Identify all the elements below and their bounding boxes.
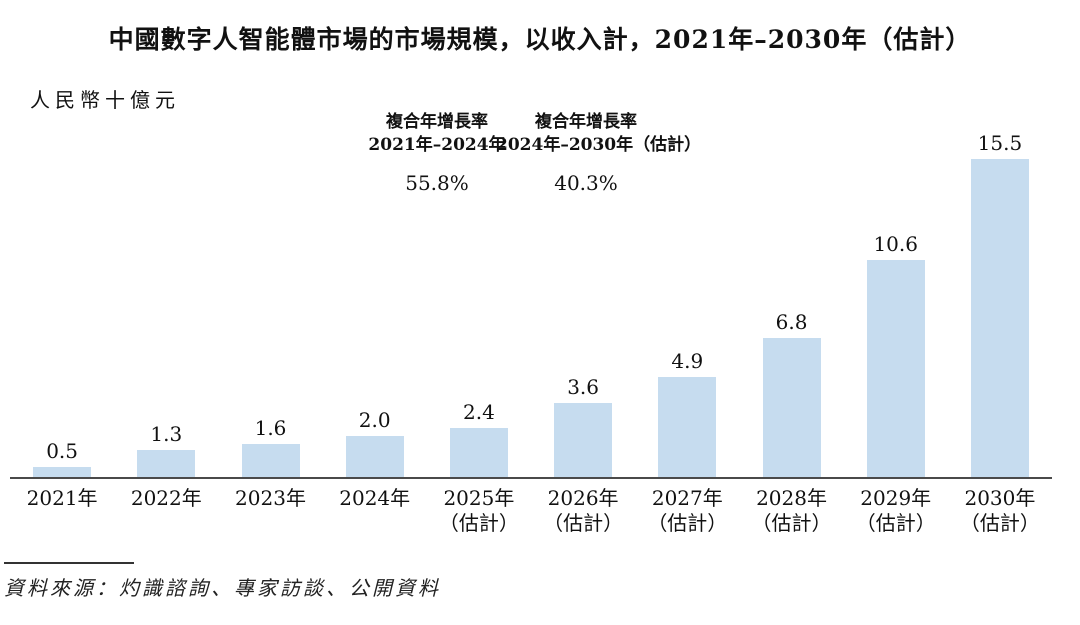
x-axis-label: 2024年	[339, 486, 411, 510]
bar	[762, 338, 821, 477]
x-axis-labels: 2021年 2022年 2023年 2024年 2025年 （估計） 2026年 （估計） 20…	[10, 486, 1052, 536]
bar	[449, 428, 508, 477]
bar-value-label: 1.3	[150, 422, 183, 446]
chart-column: 2.4	[427, 99, 531, 477]
chart-column: 2.0	[323, 99, 427, 477]
chart-title: 中國數字人智能體市場的市場規模，以收入計，2021年–2030年（估計）	[108, 25, 972, 54]
bar	[554, 403, 613, 477]
cagr-value: 40.3%	[554, 171, 618, 195]
cagr-annotation-2021-2024: 複合年增長率 2021年–2024年 55.8%	[358, 111, 516, 195]
x-axis-label: 2027年 （估計）	[647, 486, 728, 535]
bar-value-label: 3.6	[567, 375, 600, 399]
chart-column: 0.5	[10, 99, 114, 477]
bar-value-label: 15.5	[977, 131, 1023, 155]
chart-column: 3.6	[531, 99, 635, 477]
x-axis-label: 2023年	[235, 486, 306, 510]
bar	[241, 444, 300, 477]
cagr-value: 55.8%	[405, 171, 469, 195]
bar	[345, 436, 404, 477]
y-axis-unit-label: 人民幣十億元	[30, 88, 180, 112]
bar	[970, 159, 1029, 477]
chart-column: 6.8	[739, 99, 843, 477]
chart-column: 15.5	[948, 99, 1052, 477]
bar-value-label: 2.4	[463, 400, 495, 424]
x-axis-label: 2026年 （估計）	[543, 486, 624, 535]
x-axis-label: 2029年 （估計）	[855, 486, 936, 535]
chart-column: 1.6	[218, 99, 322, 477]
bar	[866, 260, 925, 477]
bar	[658, 377, 717, 477]
x-axis-label: 2022年	[130, 486, 202, 510]
x-axis-label: 2028年 （估計）	[751, 486, 832, 535]
bar-value-label: 10.6	[873, 232, 918, 256]
chart-column: 4.9	[635, 99, 739, 477]
bar-value-label: 4.9	[671, 349, 704, 373]
bar	[137, 450, 196, 477]
bar-value-label: 1.6	[254, 416, 287, 440]
x-axis-label: 2030年 （估計）	[959, 486, 1040, 535]
bar-value-label: 6.8	[775, 310, 808, 334]
bar-value-label: 0.5	[46, 439, 78, 463]
source-divider	[4, 562, 134, 564]
cagr-label: 複合年增長率 2021年–2024年	[368, 112, 506, 155]
cagr-annotation-2024-2030: 複合年增長率 2024年–2030年（估計） 40.3%	[496, 111, 702, 195]
bar	[33, 467, 92, 477]
x-axis-line	[10, 477, 1052, 479]
plot-area: 0.5 1.3 1.6 2.0 2.4 3.6 4.9 6.8 10.6 15.5	[10, 99, 1052, 477]
x-axis-label: 2021年	[26, 486, 98, 510]
cagr-label: 複合年增長率 2024年–2030年（估計）	[496, 112, 702, 155]
bar-value-label: 2.0	[358, 408, 391, 432]
chart-column: 10.6	[844, 99, 948, 477]
x-axis-label: 2025年 （估計）	[438, 486, 519, 535]
chart-column: 1.3	[114, 99, 218, 477]
source-note: 資料來源：灼識諮詢、專家訪談、公開資料	[4, 576, 441, 600]
